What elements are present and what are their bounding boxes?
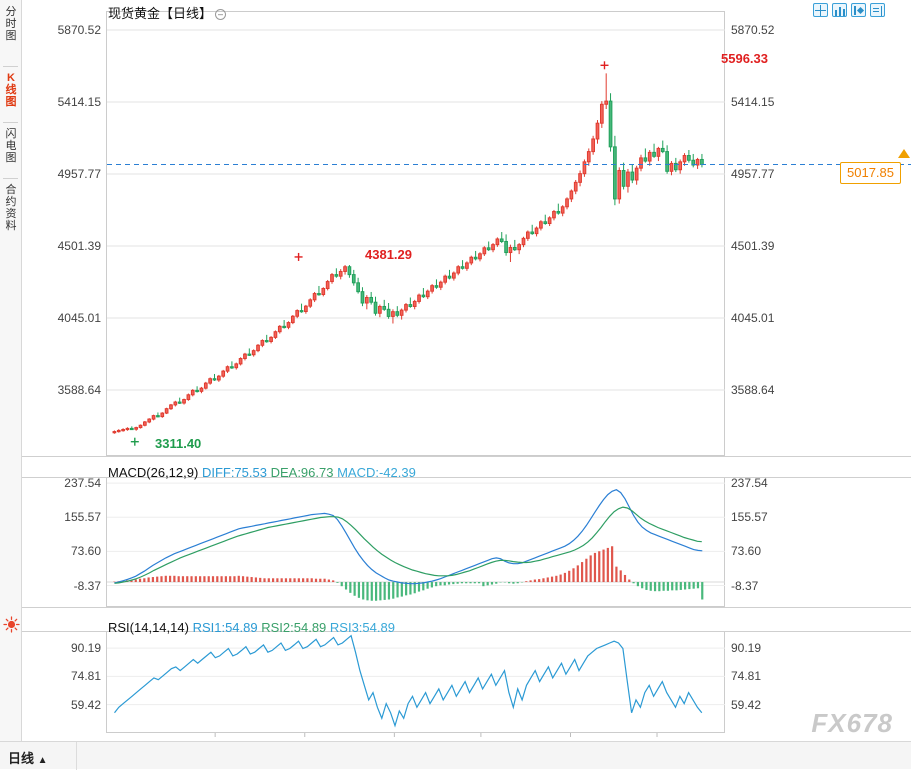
axis-tick-label: 237.54 xyxy=(731,476,768,491)
period-arrow-icon: ▲ xyxy=(37,755,48,766)
page-title: 现货黄金【日线】 – xyxy=(108,3,227,22)
rsi2-value: RSI2:54.89 xyxy=(261,620,327,635)
axis-tick-label: 4957.77 xyxy=(731,167,775,182)
sidebar-item-label: 闪电图 xyxy=(5,128,17,164)
rsi-indicator-label: RSI(14,14,14) RSI1:54.89 RSI2:54.89 RSI3… xyxy=(108,620,395,635)
macd-dea-value: DEA:96.73 xyxy=(270,465,334,480)
sidebar-item-label: 合约资料 xyxy=(5,184,17,232)
axis-tick-label: 4957.77 xyxy=(57,167,101,182)
rsi3-value: RSI3:54.89 xyxy=(329,620,395,635)
axis-tick-label: 5414.15 xyxy=(57,95,101,110)
sidebar-item-candlestick[interactable]: K线图 xyxy=(0,70,21,110)
macd-indicator-label: MACD(26,12,9) DIFF:75.53 DEA:96.73 MACD:… xyxy=(108,465,416,480)
annotation-high-mid: 4381.29 xyxy=(365,247,412,262)
axis-tick-label: 73.60 xyxy=(731,544,762,559)
sidebar-item-label: 分时图 xyxy=(5,6,17,42)
bar-chart-icon[interactable] xyxy=(832,3,847,17)
macd-title: MACD(26,12,9) xyxy=(108,465,199,480)
annotation-high-main: 5596.33 xyxy=(721,51,768,66)
minus-circle-icon[interactable]: – xyxy=(215,9,227,20)
annotation-low: 3311.40 xyxy=(155,436,202,451)
chart-canvas[interactable] xyxy=(22,0,911,741)
play-forward-icon[interactable] xyxy=(851,3,866,17)
period-label: 日线 xyxy=(8,751,35,766)
sidebar-item-label: K线图 xyxy=(5,72,17,108)
last-price-tag: 5017.85 xyxy=(840,162,901,184)
crosshair-icon[interactable] xyxy=(813,3,828,17)
left-sidebar: 分时图 K线图 闪电图 合约资料 xyxy=(0,0,22,741)
watermark: FX678 xyxy=(811,708,893,738)
axis-tick-label: 90.19 xyxy=(70,641,101,656)
axis-tick-label: 5870.52 xyxy=(731,23,775,38)
axis-tick-label: -8.37 xyxy=(73,578,101,593)
axis-tick-label: 3588.64 xyxy=(731,382,775,397)
bottom-divider xyxy=(76,742,77,770)
axis-tick-label: -8.37 xyxy=(731,578,759,593)
instrument-title: 现货黄金【日线】 xyxy=(108,6,213,21)
sidebar-item-timeline[interactable]: 分时图 xyxy=(0,4,21,44)
sidebar-item-contract-info[interactable]: 合约资料 xyxy=(0,182,21,234)
chart-area[interactable] xyxy=(22,0,911,741)
axis-tick-label: 59.42 xyxy=(731,697,762,712)
sidebar-item-lightning[interactable]: 闪电图 xyxy=(0,126,21,166)
axis-tick-label: 4045.01 xyxy=(57,310,101,325)
sidebar-divider-3 xyxy=(3,178,18,179)
axis-tick-label: 5870.52 xyxy=(57,23,101,38)
macd-diff-value: DIFF:75.53 xyxy=(201,465,267,480)
chart-toolbar[interactable] xyxy=(813,3,885,17)
axis-tick-label: 4501.39 xyxy=(731,239,775,253)
rsi-title: RSI(14,14,14) xyxy=(108,620,189,635)
rsi1-value: RSI1:54.89 xyxy=(192,620,258,635)
axis-tick-label: 155.57 xyxy=(64,510,101,525)
sidebar-divider-1 xyxy=(3,66,18,67)
axis-tick-label: 237.54 xyxy=(64,476,101,491)
axis-tick-label: 90.19 xyxy=(731,641,762,656)
shift-right-icon[interactable] xyxy=(870,3,885,17)
axis-tick-label: 73.60 xyxy=(70,544,101,559)
axis-tick-label: 4045.01 xyxy=(731,310,775,325)
period-selector[interactable]: 日线 ▲ xyxy=(8,748,48,767)
axis-tick-label: 155.57 xyxy=(731,510,768,525)
macd-macd-value: MACD:-42.39 xyxy=(337,465,416,480)
axis-tick-label: 3588.64 xyxy=(57,382,101,397)
axis-tick-label: 5414.15 xyxy=(731,95,775,110)
price-arrow-icon xyxy=(898,149,910,158)
axis-tick-label: 4501.39 xyxy=(57,239,101,253)
bottom-bar: 日线 ▲ xyxy=(0,741,911,770)
sidebar-divider-2 xyxy=(3,122,18,123)
sun-settings-icon[interactable] xyxy=(3,616,20,633)
axis-tick-label: 74.81 xyxy=(70,669,101,684)
axis-tick-label: 59.42 xyxy=(70,697,101,712)
axis-tick-label: 74.81 xyxy=(731,669,762,684)
